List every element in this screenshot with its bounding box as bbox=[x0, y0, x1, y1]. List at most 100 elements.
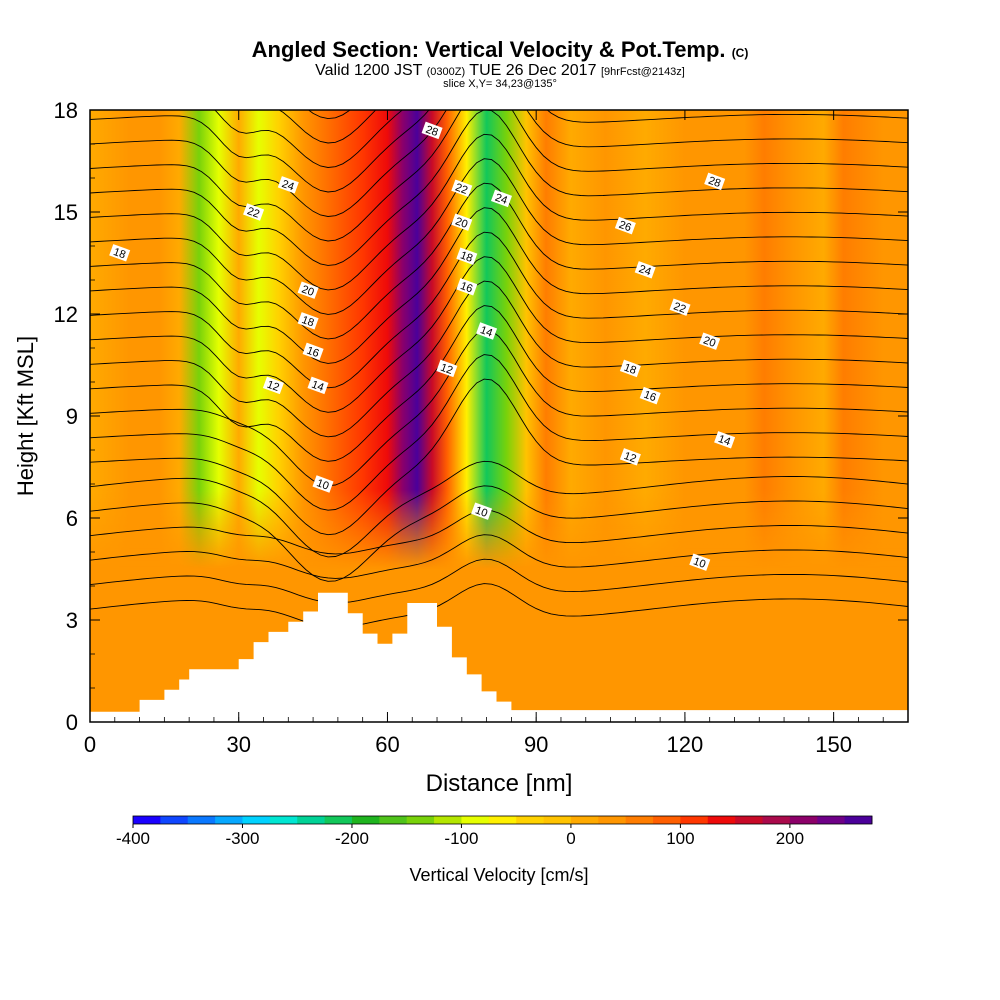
contour-label-text: 22 bbox=[245, 205, 261, 220]
theta-contour-line bbox=[90, 110, 908, 217]
contour-label-box bbox=[704, 172, 726, 191]
contour-label: 12 bbox=[262, 376, 284, 395]
theta-contour-line bbox=[90, 280, 908, 438]
contour-label: 16 bbox=[456, 278, 478, 296]
colorbar-swatch bbox=[680, 816, 709, 824]
theta-contour-line bbox=[90, 460, 908, 558]
colorbar-swatch bbox=[215, 816, 243, 824]
contour-label: 10 bbox=[689, 553, 711, 571]
colorbar-swatch bbox=[543, 816, 572, 824]
colorbar-swatch bbox=[461, 816, 490, 824]
theta-contour-line bbox=[90, 110, 908, 266]
contour-label-text: 12 bbox=[439, 362, 455, 377]
valid-time-line: Valid 1200 JST (0300Z) TUE 26 Dec 2017 [… bbox=[0, 62, 1000, 80]
colorbar-swatch bbox=[406, 816, 435, 824]
theta-contour-line bbox=[90, 558, 908, 604]
contour-label: 12 bbox=[436, 359, 458, 378]
colorbar-swatch bbox=[160, 816, 189, 824]
contour-label-text: 10 bbox=[473, 504, 489, 519]
contour-label-text: 24 bbox=[637, 263, 653, 278]
contour-label-text: 18 bbox=[112, 246, 128, 261]
contour-label-text: 18 bbox=[622, 362, 638, 377]
colorbar-tick-label: -300 bbox=[225, 829, 259, 848]
theta-contour-line bbox=[90, 534, 908, 579]
chart-title: Angled Section: Vertical Velocity & Pot.… bbox=[0, 37, 1000, 63]
x-tick-label: 30 bbox=[226, 732, 250, 757]
colorbar-tick-label: -100 bbox=[444, 829, 478, 848]
contour-label-text: 28 bbox=[424, 124, 440, 139]
x-tick-label: 90 bbox=[524, 732, 548, 757]
theta-contour-line bbox=[90, 485, 908, 582]
colorbar-swatch bbox=[598, 816, 627, 824]
colorbar-swatch bbox=[844, 816, 873, 824]
contour-label-box bbox=[436, 359, 458, 378]
theta-contour-line bbox=[90, 110, 908, 193]
contour-label: 18 bbox=[456, 247, 478, 265]
contour-label-box bbox=[471, 502, 493, 520]
y-axis: 0 3 6 9 12 15 18 bbox=[54, 98, 908, 735]
contour-label-text: 16 bbox=[459, 280, 475, 295]
y-tick-label: 18 bbox=[54, 98, 78, 123]
contour-label-box bbox=[614, 216, 636, 235]
theta-contour-line bbox=[90, 583, 908, 628]
contour-label: 12 bbox=[619, 448, 641, 466]
x-axis-label: Distance [nm] bbox=[426, 770, 573, 797]
contour-label-box bbox=[262, 376, 284, 395]
slice-info: slice X,Y= 34,23@135° bbox=[443, 78, 557, 90]
theta-contour-line bbox=[90, 509, 908, 555]
theta-contour-line bbox=[90, 231, 908, 389]
y-axis-label: Height [Kft MSL] bbox=[13, 336, 38, 496]
colorbar-swatch bbox=[789, 816, 818, 824]
plot-area: 10 10 10 12 12 12 14 14 14 16 16 16 18 18 18 18 20 20 20 22… bbox=[90, 110, 908, 722]
y-tick-label: 12 bbox=[54, 302, 78, 327]
contour-label-box bbox=[451, 213, 473, 231]
contour-label: 20 bbox=[297, 281, 319, 299]
theta-contour-line bbox=[214, 110, 404, 168]
contour-label: 20 bbox=[451, 213, 473, 231]
theta-contour-line bbox=[307, 110, 351, 120]
colorbar-swatch bbox=[735, 816, 763, 824]
theta-contour-line bbox=[90, 207, 908, 364]
copyright-mark: (C) bbox=[731, 46, 749, 60]
contour-label-text: 20 bbox=[454, 215, 470, 230]
contour-label-box bbox=[421, 121, 443, 140]
contour-label-box bbox=[297, 312, 319, 330]
contour-label-box bbox=[312, 475, 334, 493]
y-tick-label: 6 bbox=[66, 506, 78, 531]
contour-label: 22 bbox=[669, 298, 691, 316]
contour-label: 26 bbox=[614, 216, 636, 235]
contour-label: 18 bbox=[619, 359, 641, 378]
colorbar-swatch bbox=[379, 816, 408, 824]
colorbar-swatch bbox=[817, 816, 846, 824]
contour-label: 16 bbox=[302, 342, 324, 361]
terrain-mask bbox=[90, 592, 908, 722]
colorbar-swatch bbox=[324, 816, 353, 824]
colorbar-swatch bbox=[516, 816, 544, 824]
colorbar-frame bbox=[132, 815, 873, 825]
colorbar-swatch bbox=[242, 816, 271, 824]
contour-label-text: 12 bbox=[622, 450, 638, 465]
contour-label-text: 24 bbox=[280, 178, 296, 193]
y-tick-label: 9 bbox=[66, 404, 78, 429]
x-tick-label: 120 bbox=[667, 732, 704, 757]
colorbar-swatch bbox=[434, 816, 462, 824]
contour-label-text: 12 bbox=[265, 379, 281, 394]
colorbar-label: Vertical Velocity [cm/s] bbox=[409, 865, 588, 885]
colorbar-swatch bbox=[351, 816, 380, 824]
contour-label-text: 22 bbox=[672, 300, 688, 315]
contour-label-box bbox=[669, 298, 691, 316]
contour-label-box bbox=[302, 342, 324, 361]
theta-contour-line bbox=[90, 110, 908, 242]
contour-label: 10 bbox=[312, 475, 334, 493]
contour-label: 18 bbox=[297, 312, 319, 330]
contour-label-box bbox=[634, 261, 656, 279]
contour-label-box bbox=[109, 244, 131, 262]
contour-label-box bbox=[307, 376, 329, 395]
x-axis: 0 30 60 90 120 150 bbox=[84, 110, 909, 757]
forecast-info: [9hrFcst@2143z] bbox=[600, 66, 685, 78]
colorbar-tick-label: 200 bbox=[776, 829, 804, 848]
contour-label-box bbox=[639, 386, 661, 405]
theta-contour-line bbox=[90, 256, 908, 413]
contour-label: 24 bbox=[490, 189, 513, 208]
